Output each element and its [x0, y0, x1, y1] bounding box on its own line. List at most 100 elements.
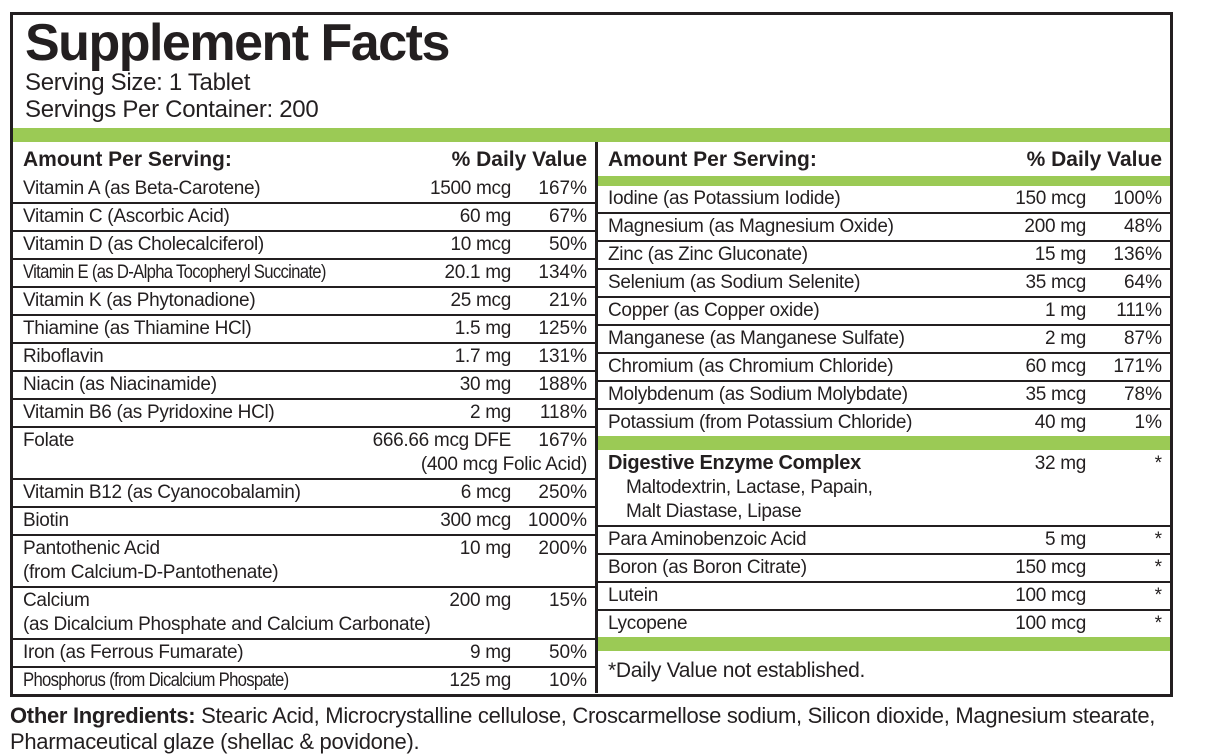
ingredient-name: Iodine (as Potassium Iodide)	[608, 187, 841, 209]
table-row: Boron (as Boron Citrate) 150 mcg *	[598, 552, 1170, 581]
ingredient-amount: 35 mcg	[1025, 383, 1086, 405]
ingredient-amount: 666.66 mcg DFE	[372, 429, 512, 451]
ingredient-amount: 6 mcg	[460, 481, 512, 503]
ingredient-daily-value: 118%	[539, 401, 587, 423]
left-column: Amount Per Serving: % Daily Value Vitami…	[13, 142, 595, 694]
ingredient-daily-value: 50%	[548, 641, 587, 663]
ingredient-amount: 2 mg	[1044, 327, 1086, 349]
other-ingredients: Other Ingredients: Stearic Acid, Microcr…	[10, 703, 1204, 755]
table-row: Vitamin E (as D-Alpha Tocopheryl Succina…	[13, 257, 595, 286]
ingredient-amount: 60 mg	[459, 205, 512, 227]
table-row: Zinc (as Zinc Gluconate) 15 mg 136%	[598, 239, 1170, 268]
green-divider-mid	[598, 435, 1170, 450]
amount-per-serving-label: Amount Per Serving:	[608, 147, 817, 171]
daily-value-label: % Daily Value	[1026, 147, 1162, 171]
table-row: Vitamin K (as Phytonadione) 25 mcg 21%	[13, 285, 595, 314]
table-row: Lutein 100 mcg *	[598, 580, 1170, 609]
table-row: Vitamin B12 (as Cyanocobalamin) 6 mcg 250%	[13, 477, 595, 506]
ingredient-amount: 20.1 mg	[444, 261, 511, 283]
ingredient-name: Pantothenic Acid	[23, 537, 160, 559]
ingredient-name: Niacin (as Niacinamide)	[23, 373, 217, 395]
ingredient-name: Copper (as Copper oxide)	[608, 299, 820, 321]
ingredient-daily-value: 131%	[538, 345, 587, 367]
ingredient-amount: 30 mg	[459, 373, 512, 395]
ingredient-amount: 10 mcg	[450, 233, 511, 255]
ingredient-name: Vitamin C (Ascorbic Acid)	[23, 205, 230, 227]
ingredient-amount: 150 mcg	[1015, 187, 1086, 209]
ingredient-name: Phosphorus (from Dicalcium Phospate)	[23, 669, 289, 691]
ingredient-name: Para Aminobenzoic Acid	[608, 528, 807, 550]
ingredient-name: Iron (as Ferrous Fumarate)	[23, 641, 244, 663]
ingredient-daily-value: 87%	[1123, 327, 1162, 349]
table-row: Thiamine (as Thiamine HCl) 1.5 mg 125%	[13, 313, 595, 342]
ingredient-amount: 5 mg	[1044, 528, 1086, 550]
panel-header: Supplement Facts Serving Size: 1 Tablet …	[13, 15, 1170, 124]
ingredient-name: Thiamine (as Thiamine HCl)	[23, 317, 252, 339]
table-row: Calcium 200 mg 15% (as Dicalcium Phosphate …	[13, 585, 595, 638]
table-row: Molybdenum (as Sodium Molybdate) 35 mcg 78…	[598, 379, 1170, 408]
ingredient-amount: 15 mg	[1034, 243, 1087, 265]
other-ingredients-text: Stearic Acid, Microcrystalline cellulose…	[10, 703, 1156, 754]
ingredient-daily-value: 10%	[548, 669, 587, 691]
nutrient-columns: Amount Per Serving: % Daily Value Vitami…	[13, 141, 1170, 694]
ingredient-amount: 100 mcg	[1015, 612, 1086, 634]
ingredient-amount: 200 mg	[449, 589, 511, 611]
ingredient-name: Lycopene	[608, 612, 688, 634]
table-row: Manganese (as Manganese Sulfate) 2 mg 87%	[598, 323, 1170, 352]
ingredient-amount-detail: (400 mcg Folic Acid)	[420, 453, 587, 475]
ingredient-name: Lutein	[608, 584, 658, 606]
table-row: Iodine (as Potassium Iodide) 150 mcg 100%	[598, 186, 1170, 212]
ingredient-name: Magnesium (as Magnesium Oxide)	[608, 215, 894, 237]
right-rows-specialty: Digestive Enzyme Complex 32 mg * Maltodextr…	[598, 450, 1170, 637]
ingredient-amount: 40 mg	[1034, 411, 1087, 433]
ingredient-name: Calcium	[23, 589, 90, 611]
ingredient-name: Vitamin B6 (as Pyridoxine HCl)	[23, 401, 275, 423]
ingredient-name: Digestive Enzyme Complex	[608, 451, 861, 474]
ingredient-daily-value: 67%	[548, 205, 587, 227]
ingredient-amount: 60 mcg	[1025, 355, 1086, 377]
ingredient-name: Molybdenum (as Sodium Molybdate)	[608, 383, 908, 405]
supplement-facts-panel: Supplement Facts Serving Size: 1 Tablet …	[10, 12, 1173, 697]
right-column-header: Amount Per Serving: % Daily Value	[598, 142, 1170, 176]
ingredient-daily-value: 64%	[1123, 271, 1162, 293]
table-row: Iron (as Ferrous Fumarate) 9 mg 50%	[13, 637, 595, 666]
ingredient-name: Potassium (from Potassium Chloride)	[608, 411, 913, 433]
left-rows: Vitamin A (as Beta-Carotene) 1500 mcg 167%…	[13, 176, 595, 694]
ingredient-daily-value: 188%	[538, 373, 587, 395]
ingredient-name: Vitamin B12 (as Cyanocobalamin)	[23, 481, 301, 503]
ingredient-daily-value: *	[1154, 452, 1162, 474]
table-row: Pantothenic Acid 10 mg 200% (from Calcium-D…	[13, 533, 595, 586]
green-divider-right-header	[598, 175, 1170, 186]
table-row: Niacin (as Niacinamide) 30 mg 188%	[13, 369, 595, 398]
table-row: Vitamin A (as Beta-Carotene) 1500 mcg 167%	[13, 176, 595, 202]
ingredient-daily-value: 21%	[548, 289, 587, 311]
ingredient-amount: 32 mg	[1034, 452, 1087, 474]
ingredient-name: Folate	[23, 429, 75, 451]
ingredient-daily-value: *	[1154, 612, 1162, 634]
other-ingredients-label: Other Ingredients:	[10, 703, 196, 728]
table-row: Para Aminobenzoic Acid 5 mg *	[598, 524, 1170, 553]
ingredient-daily-value: 250%	[538, 481, 587, 503]
ingredient-daily-value: *	[1154, 528, 1162, 550]
ingredient-amount: 2 mg	[469, 401, 511, 423]
right-column: Amount Per Serving: % Daily Value Iodine…	[598, 142, 1170, 693]
ingredient-name: Riboflavin	[23, 345, 104, 367]
ingredient-daily-value: 50%	[548, 233, 587, 255]
table-row: Vitamin D (as Cholecalciferol) 10 mcg 50%	[13, 229, 595, 258]
ingredient-name: Zinc (as Zinc Gluconate)	[608, 243, 808, 265]
ingredient-name: Vitamin D (as Cholecalciferol)	[23, 233, 264, 255]
amount-per-serving-label: Amount Per Serving:	[23, 147, 232, 171]
ingredient-daily-value: 78%	[1123, 383, 1162, 405]
ingredient-amount: 125 mg	[449, 669, 511, 691]
ingredient-daily-value: 1000%	[527, 509, 587, 531]
table-row: Digestive Enzyme Complex 32 mg * Maltodextr…	[598, 450, 1170, 525]
green-divider-top	[13, 127, 1170, 142]
ingredient-daily-value: 15%	[548, 589, 587, 611]
serving-size: Serving Size: 1 Tablet	[25, 69, 251, 97]
ingredient-amount: 1500 mcg	[429, 177, 511, 199]
ingredient-name: Boron (as Boron Citrate)	[608, 556, 807, 578]
ingredient-daily-value: 167%	[538, 429, 587, 451]
ingredient-name: Vitamin A (as Beta-Carotene)	[23, 177, 261, 199]
ingredient-daily-value: 111%	[1116, 299, 1162, 321]
daily-value-footnote: *Daily Value not established.	[608, 658, 866, 682]
